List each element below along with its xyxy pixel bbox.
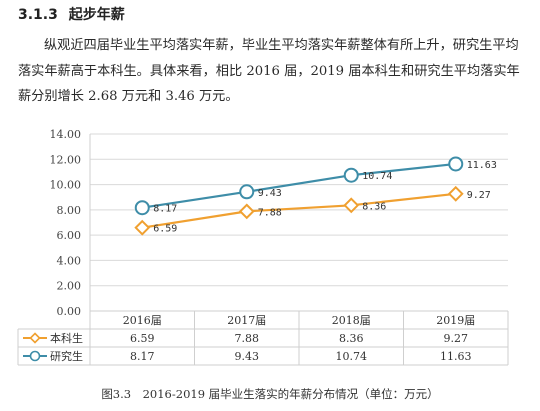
data-point <box>448 156 464 172</box>
category-label: 2019届 <box>436 314 475 327</box>
data-label: 8.17 <box>153 204 177 215</box>
data-point <box>343 167 359 183</box>
legend-marker <box>29 332 41 344</box>
y-tick-label: 2.00 <box>57 280 82 293</box>
legend-marker <box>29 350 41 362</box>
table-cell: 8.17 <box>130 350 155 363</box>
table-cell: 6.59 <box>130 332 155 345</box>
data-label: 7.88 <box>258 207 282 218</box>
figure-caption: 图3.3 2016-2019 届毕业生落实的年薪分布情况（单位：万元） <box>101 387 439 401</box>
legend-label: 研究生 <box>50 349 83 363</box>
table-cell: 7.88 <box>235 332 260 345</box>
y-tick-label: 0.00 <box>57 305 82 318</box>
data-point <box>239 184 255 200</box>
category-label: 2016届 <box>123 314 162 327</box>
section-title: 起步年薪 <box>68 7 125 23</box>
category-label: 2017届 <box>227 314 266 327</box>
table-cell: 10.74 <box>336 350 368 363</box>
section-heading: 3.1.3 起步年薪 <box>18 4 125 24</box>
salary-line-chart: 0.00 2.00 4.00 6.00 8.00 10.00 12.00 14.00 2016届… <box>17 128 509 366</box>
y-tick-label: 10.00 <box>50 179 82 192</box>
series-line-2 <box>142 162 456 209</box>
data-point <box>447 185 464 202</box>
table-cell: 11.63 <box>440 350 472 363</box>
table-cell: 8.36 <box>339 332 364 345</box>
y-tick-label: 8.00 <box>57 204 82 217</box>
table-cell: 9.27 <box>444 332 469 345</box>
y-tick-label: 12.00 <box>50 153 82 166</box>
data-label: 8.36 <box>362 201 386 212</box>
data-label: 11.63 <box>467 160 497 171</box>
data-label: 10.74 <box>362 171 392 182</box>
category-label: 2018届 <box>332 314 371 327</box>
y-tick-label: 4.00 <box>57 254 82 267</box>
series-line-1 <box>142 192 456 229</box>
data-point <box>238 203 255 220</box>
y-tick-label: 14.00 <box>50 128 82 141</box>
table-cell: 9.43 <box>235 350 260 363</box>
body-paragraph: 纵观近四届毕业生平均落实年薪，毕业生平均落实年薪整体有所上升，研究生平均落实年薪… <box>18 38 520 104</box>
data-point <box>343 197 360 214</box>
data-label: 9.43 <box>258 188 282 199</box>
section-number: 3.1.3 <box>18 7 58 23</box>
data-label: 9.27 <box>467 190 491 201</box>
legend-label: 本科生 <box>50 331 83 345</box>
y-tick-label: 6.00 <box>57 229 82 242</box>
data-label: 6.59 <box>153 224 177 235</box>
data-point <box>134 219 151 236</box>
data-point <box>134 200 150 216</box>
